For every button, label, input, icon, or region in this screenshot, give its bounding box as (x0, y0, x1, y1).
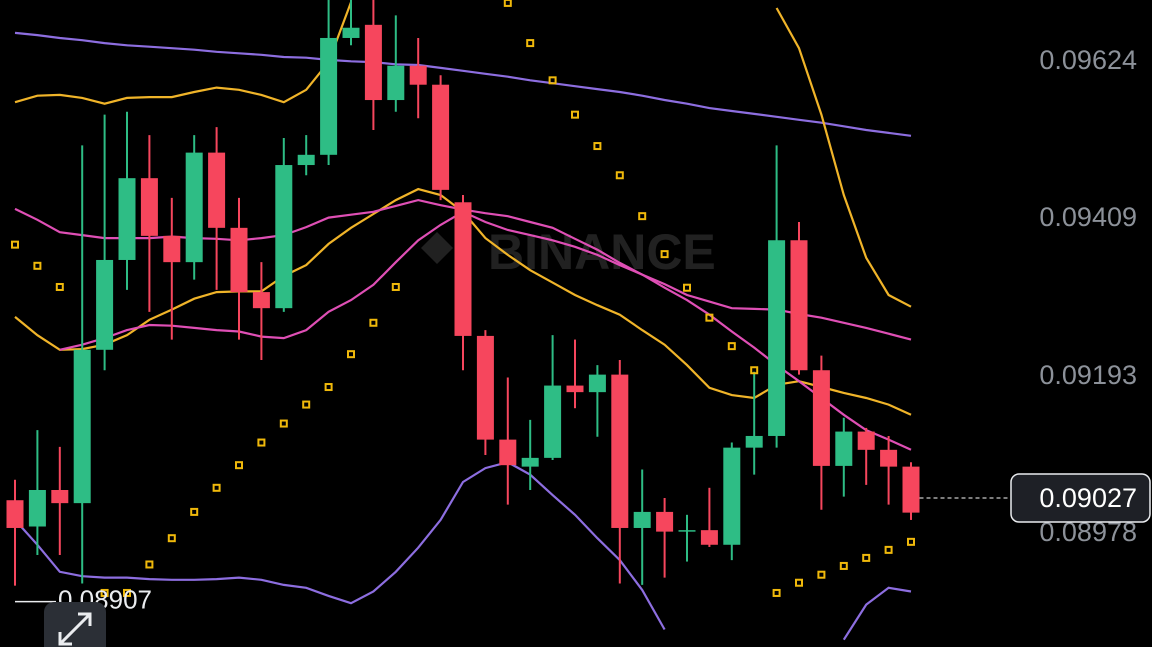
candle-body (163, 235, 181, 263)
candle-body (566, 385, 584, 393)
candle-body (588, 374, 606, 393)
candle-body (723, 447, 741, 545)
sar-dot (638, 212, 647, 221)
candle-body (544, 385, 562, 458)
sar-dot (55, 282, 64, 291)
candle-body (790, 240, 808, 371)
candle-body (364, 24, 382, 101)
sar-dot (145, 560, 154, 569)
expand-button[interactable] (44, 602, 106, 647)
candle-body (252, 292, 270, 309)
sar-dot (11, 240, 19, 249)
sar-dot (324, 383, 333, 392)
sar-dot (683, 283, 691, 292)
current-price-label: 0.09027 (1039, 483, 1137, 513)
sar-dot (302, 400, 311, 409)
candle-body (857, 431, 875, 450)
sar-dot (100, 588, 109, 597)
candle-body (633, 511, 651, 528)
candle-body (275, 165, 293, 309)
candle-body (835, 431, 853, 466)
sar-dot (257, 438, 266, 447)
sar-dot (369, 318, 378, 327)
indicator-line (14, 461, 666, 631)
candle-body (454, 202, 472, 336)
candle-body (51, 489, 69, 504)
sar-dot (190, 507, 199, 516)
sar-dot (907, 537, 915, 546)
candle-body (812, 370, 830, 466)
candle-body (28, 489, 46, 527)
candle-body (185, 152, 203, 263)
sar-dot (167, 534, 176, 543)
sar-dot (391, 282, 400, 291)
sar-dot (235, 461, 243, 470)
candle-body (880, 449, 898, 467)
sar-dot (123, 588, 131, 597)
sar-dot (772, 588, 781, 597)
candle-body (96, 259, 114, 350)
candle-body (118, 178, 136, 260)
candle-body (230, 227, 248, 293)
candle-body (656, 511, 674, 532)
candle-body (432, 84, 450, 190)
candle-body (476, 335, 494, 440)
candle-body (320, 37, 338, 155)
sar-dot (548, 76, 557, 85)
sar-dot (279, 419, 288, 428)
sar-dot (33, 261, 42, 270)
sar-dot (727, 342, 736, 351)
sar-dot (593, 142, 602, 151)
candle-body (208, 152, 226, 228)
current-price-box (1010, 473, 1151, 523)
sar-dot (526, 39, 535, 48)
expand-icon[interactable] (58, 612, 92, 646)
sar-dot (503, 0, 512, 7)
sar-dot (862, 553, 871, 562)
candle-body (409, 65, 427, 85)
candle-body (902, 466, 920, 513)
sar-dot (750, 366, 759, 375)
candle-body (768, 240, 786, 436)
sar-dot (571, 110, 579, 119)
sar-dot (839, 561, 848, 570)
candle-body (745, 435, 763, 448)
candle-body (342, 27, 360, 38)
candle-body (6, 500, 24, 528)
candle-body (611, 374, 629, 528)
sar-dot (212, 483, 221, 492)
candle-body (140, 178, 158, 236)
expand-button-bg[interactable] (44, 602, 106, 647)
sar-dot (347, 350, 355, 359)
y-tick-label: 0.09624 (1039, 45, 1137, 75)
candle-body (521, 457, 539, 467)
candle-body (73, 349, 91, 504)
candle-body (387, 65, 405, 101)
indicator-line (14, 1, 353, 105)
indicator-line (842, 586, 912, 641)
sar-dot (884, 545, 893, 554)
y-tick-label: 0.09409 (1039, 202, 1137, 232)
sar-dot (817, 570, 826, 579)
sar-dot (795, 578, 803, 587)
candle-body (297, 154, 315, 166)
candle-body (700, 530, 718, 545)
watermark-logo (421, 232, 453, 264)
indicator-line (775, 7, 912, 308)
indicator-line (14, 31, 912, 137)
sar-dot (705, 313, 714, 322)
sar-dot (660, 250, 669, 259)
candle-body (499, 439, 517, 466)
y-tick-label: 0.09193 (1039, 360, 1137, 390)
candle-body (678, 530, 696, 532)
sar-dot (615, 171, 624, 180)
